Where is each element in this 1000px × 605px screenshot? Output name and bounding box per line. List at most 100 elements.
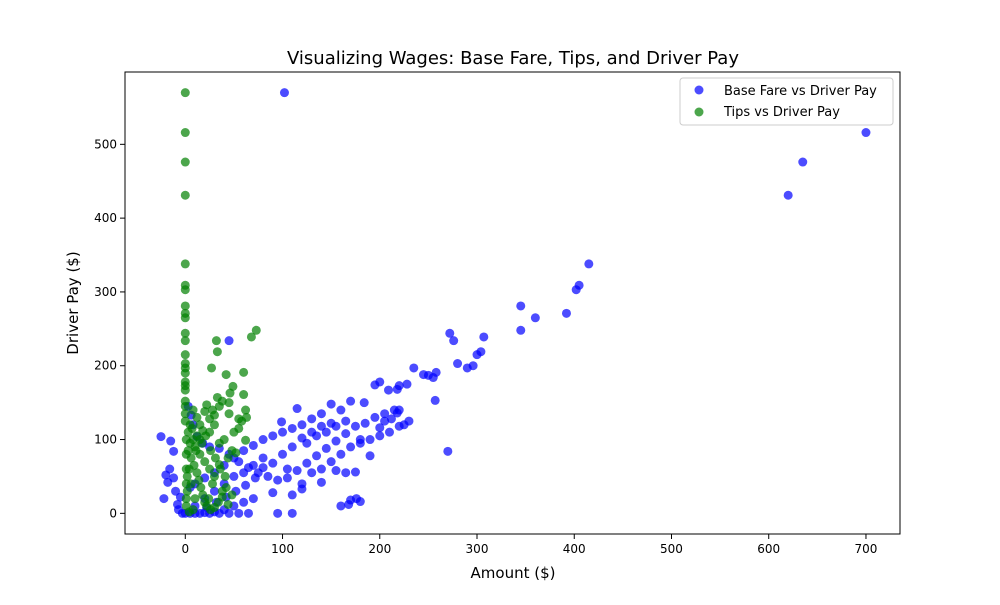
chart-title: Visualizing Wages: Base Fare, Tips, and …	[287, 48, 739, 69]
data-point	[241, 480, 251, 490]
data-point	[190, 494, 200, 504]
data-point	[392, 384, 402, 394]
data-point	[188, 405, 198, 415]
data-point	[341, 429, 351, 439]
data-point	[380, 409, 390, 419]
data-point	[180, 259, 190, 269]
y-tick-label: 0	[109, 506, 117, 520]
axis-ticks: 0 100 200 300 400 500 600 700 0 100 200 300 400 500	[94, 137, 877, 556]
data-point	[409, 363, 419, 373]
data-point	[239, 468, 249, 478]
y-axis-label: Driver Pay ($)	[64, 251, 82, 354]
data-point	[258, 463, 268, 473]
data-point	[195, 508, 205, 518]
data-point	[229, 471, 239, 481]
data-point	[571, 285, 581, 295]
data-point	[234, 457, 244, 467]
legend-box	[679, 77, 894, 126]
data-point	[241, 405, 251, 415]
data-point	[180, 128, 190, 138]
data-point	[331, 436, 341, 446]
plot-frame	[124, 71, 901, 535]
data-point	[380, 416, 390, 426]
data-point	[180, 88, 190, 98]
data-point	[384, 385, 394, 395]
data-point	[239, 497, 249, 507]
data-point	[316, 464, 326, 474]
data-point	[258, 435, 268, 445]
data-point	[530, 313, 540, 323]
data-point	[191, 446, 201, 456]
data-point	[209, 471, 219, 481]
data-point	[210, 453, 220, 463]
data-point	[234, 423, 244, 433]
data-point	[208, 479, 218, 489]
data-point	[278, 449, 288, 459]
data-point	[453, 359, 463, 369]
data-point	[192, 412, 202, 422]
data-point	[258, 453, 268, 463]
data-point	[783, 190, 793, 200]
data-point	[180, 385, 190, 395]
data-point	[225, 388, 235, 398]
data-point	[224, 398, 234, 408]
data-point	[192, 468, 202, 478]
y-tick-label: 500	[94, 137, 117, 151]
data-point	[399, 420, 409, 430]
data-point	[159, 494, 169, 504]
data-point	[196, 483, 206, 493]
data-point	[239, 390, 249, 400]
data-point	[250, 473, 260, 483]
data-point	[209, 420, 219, 430]
data-point	[239, 367, 249, 377]
data-point	[163, 477, 173, 487]
data-point	[302, 458, 312, 468]
data-point	[355, 497, 365, 507]
data-point	[336, 449, 346, 459]
data-points	[156, 88, 871, 518]
data-point	[251, 325, 261, 335]
data-point	[316, 409, 326, 419]
data-point	[402, 379, 412, 389]
data-point	[316, 421, 326, 431]
data-point	[224, 508, 234, 518]
data-point	[181, 449, 191, 459]
data-point	[200, 406, 210, 416]
data-point	[375, 431, 385, 441]
series-tips	[180, 88, 261, 517]
data-point	[194, 475, 204, 485]
data-point	[223, 499, 233, 509]
data-point	[516, 325, 526, 335]
data-point	[584, 259, 594, 269]
data-point	[263, 471, 273, 481]
data-point	[180, 409, 190, 419]
data-point	[282, 464, 292, 474]
data-point	[223, 453, 233, 463]
data-point	[516, 301, 526, 311]
data-point	[211, 336, 221, 346]
data-point	[180, 157, 190, 167]
data-point	[187, 423, 197, 433]
data-point	[307, 468, 317, 478]
data-point	[180, 350, 190, 360]
data-point	[214, 401, 224, 411]
data-point	[370, 412, 380, 422]
data-point	[181, 435, 191, 445]
data-point	[217, 492, 227, 502]
data-point	[443, 446, 453, 456]
data-point	[180, 401, 190, 411]
data-point	[224, 336, 234, 346]
data-point	[326, 399, 336, 409]
data-point	[341, 468, 351, 478]
data-point	[219, 435, 229, 445]
data-point	[392, 408, 402, 418]
y-tick-label: 400	[94, 211, 117, 225]
data-point	[336, 501, 346, 511]
data-point	[197, 438, 207, 448]
data-point	[277, 417, 287, 427]
data-point	[156, 432, 166, 442]
data-point	[430, 395, 440, 405]
data-point	[212, 347, 222, 357]
data-point	[242, 412, 252, 422]
